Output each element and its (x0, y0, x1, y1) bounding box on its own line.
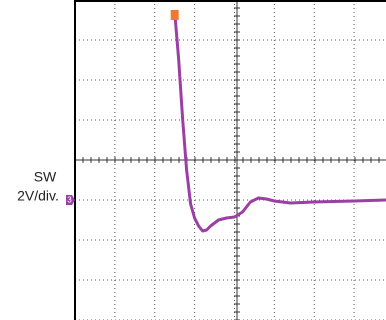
trace (173, 11, 386, 233)
channel-label: SW (34, 169, 57, 185)
channel-number: 3 (67, 196, 72, 205)
trigger-marker (170, 10, 179, 20)
scale-label: 2V/div. (17, 188, 59, 204)
ground-marker (66, 195, 75, 205)
